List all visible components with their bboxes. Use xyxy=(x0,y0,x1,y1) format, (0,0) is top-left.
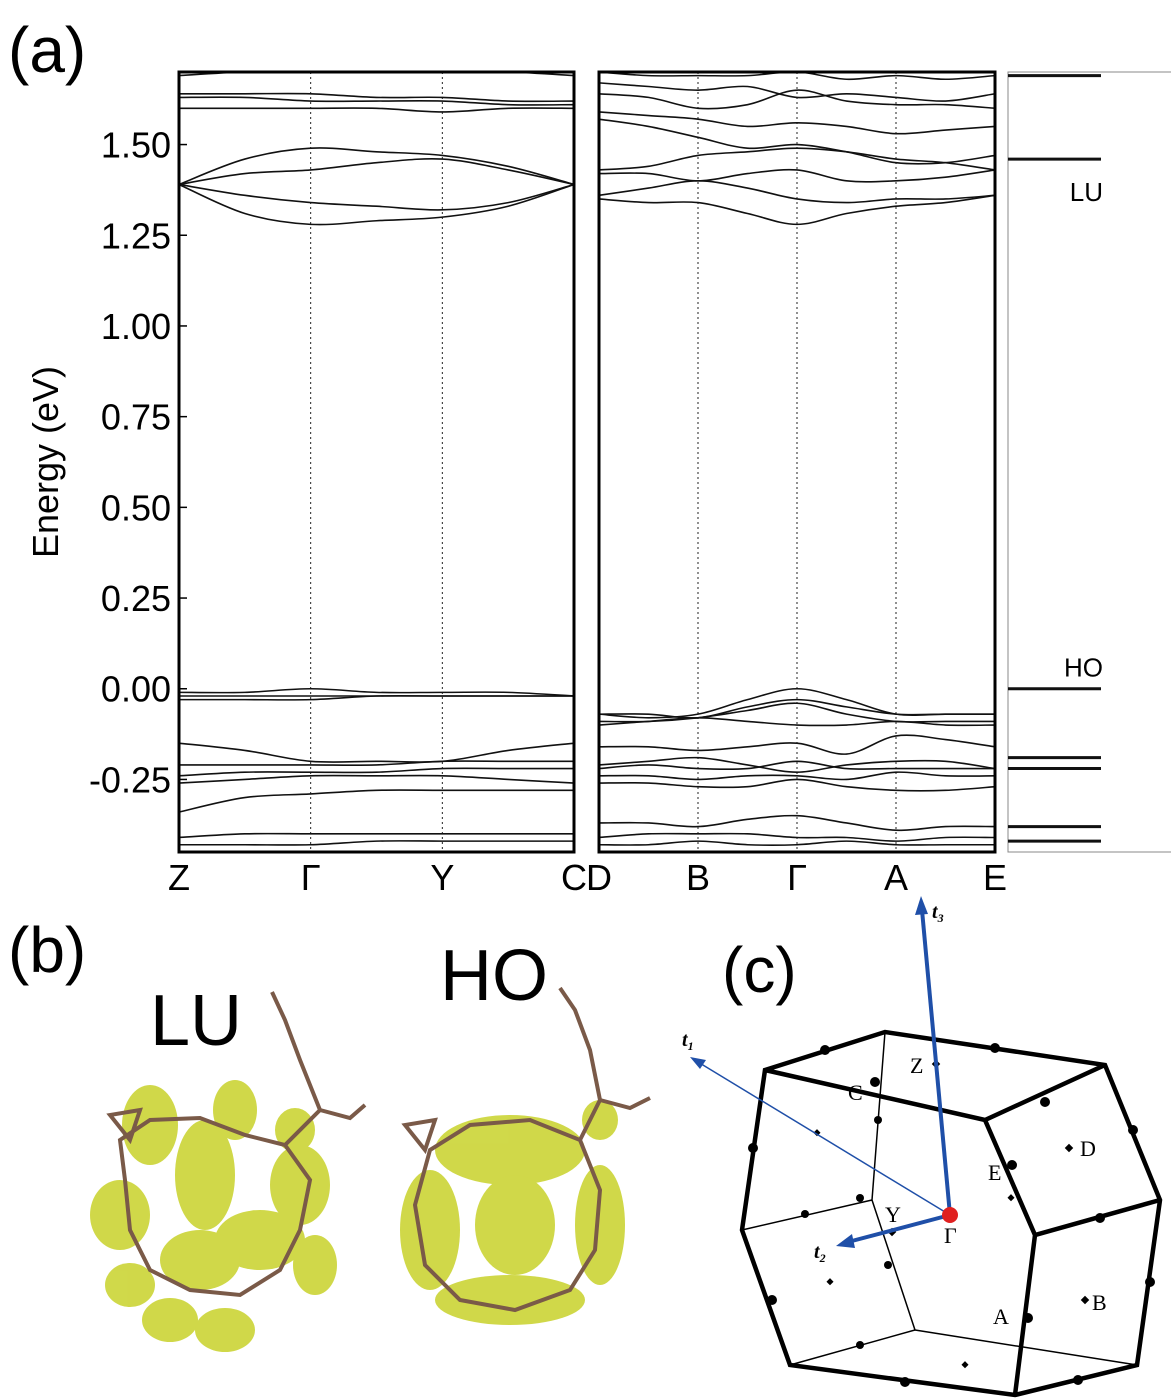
bz-point-label: E xyxy=(988,1160,1001,1185)
level-frame xyxy=(1007,71,1171,853)
band xyxy=(179,694,574,701)
band xyxy=(178,158,575,186)
orbital-label: HO xyxy=(440,936,548,1016)
band xyxy=(598,778,996,792)
band xyxy=(178,760,574,766)
band xyxy=(598,111,996,135)
vector-label: t1 xyxy=(682,1029,694,1053)
x-tick-label: Z xyxy=(168,857,190,898)
band xyxy=(598,118,996,165)
band xyxy=(178,832,574,839)
x-tick-label: E xyxy=(983,857,1007,898)
panel-label: (a) xyxy=(8,14,86,86)
x-tick-label: Γ xyxy=(787,857,807,898)
y-tick-label: 1.00 xyxy=(101,306,171,347)
band xyxy=(598,716,996,727)
plot-frame xyxy=(597,70,997,854)
x-tick-label: B xyxy=(686,857,710,898)
band xyxy=(178,183,575,211)
band xyxy=(598,756,996,773)
bz-point-label: B xyxy=(1092,1290,1107,1315)
bz-point-label: D xyxy=(1080,1136,1096,1161)
x-tick-label: D xyxy=(586,857,612,898)
bz-point-label: Z xyxy=(910,1053,923,1078)
band xyxy=(179,92,575,103)
y-tick-label: 0.00 xyxy=(101,669,171,710)
band xyxy=(598,760,995,771)
band xyxy=(178,789,574,813)
y-axis-label: Energy (eV) xyxy=(25,366,66,558)
bz-point-label: C xyxy=(848,1080,863,1105)
bz-point-label: Y xyxy=(885,1202,901,1227)
y-tick-label: 0.25 xyxy=(101,578,171,619)
band xyxy=(598,82,996,102)
band xyxy=(598,734,996,755)
brillouin-zone xyxy=(690,896,1163,1398)
level-label: HO xyxy=(1064,653,1103,683)
plot-frame xyxy=(177,70,576,854)
x-tick-label: A xyxy=(884,857,908,898)
y-tick-label: 1.25 xyxy=(101,215,171,256)
band xyxy=(178,767,574,777)
level-label: LU xyxy=(1070,177,1103,207)
x-tick-label: C xyxy=(561,857,587,898)
band xyxy=(178,96,575,106)
y-tick-label: 1.50 xyxy=(101,125,171,166)
band xyxy=(598,168,996,183)
y-tick-label: 0.75 xyxy=(101,397,171,438)
y-tick-label: -0.25 xyxy=(89,759,171,800)
vector-label: t3 xyxy=(932,901,944,925)
band xyxy=(598,194,996,226)
band xyxy=(179,840,574,846)
orbital-ho-image xyxy=(400,986,651,1325)
panel-label: (b) xyxy=(8,914,86,986)
band xyxy=(179,107,575,113)
band xyxy=(598,147,996,171)
band xyxy=(178,147,575,186)
band xyxy=(598,814,996,832)
band xyxy=(178,774,575,784)
vector-label: t2 xyxy=(814,1241,826,1265)
bz-point-label: A xyxy=(993,1304,1009,1329)
x-tick-label: Γ xyxy=(301,857,321,898)
band xyxy=(598,89,996,110)
orbital-lu-image xyxy=(90,991,367,1352)
band xyxy=(178,742,575,763)
orbital-label: LU xyxy=(150,981,242,1061)
x-tick-label: Y xyxy=(430,857,454,898)
band xyxy=(598,832,996,842)
band xyxy=(598,840,995,846)
band xyxy=(598,180,996,204)
band xyxy=(598,698,995,719)
panel-label: (c) xyxy=(722,934,797,1006)
bz-point-label: Γ xyxy=(944,1223,957,1248)
band xyxy=(178,183,575,226)
band xyxy=(598,771,996,781)
band xyxy=(178,687,575,697)
y-tick-label: 0.50 xyxy=(101,487,171,528)
